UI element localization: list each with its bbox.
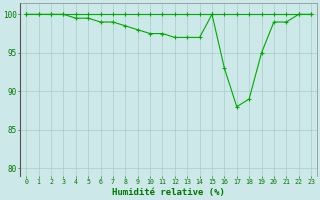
- X-axis label: Humidité relative (%): Humidité relative (%): [112, 188, 225, 197]
